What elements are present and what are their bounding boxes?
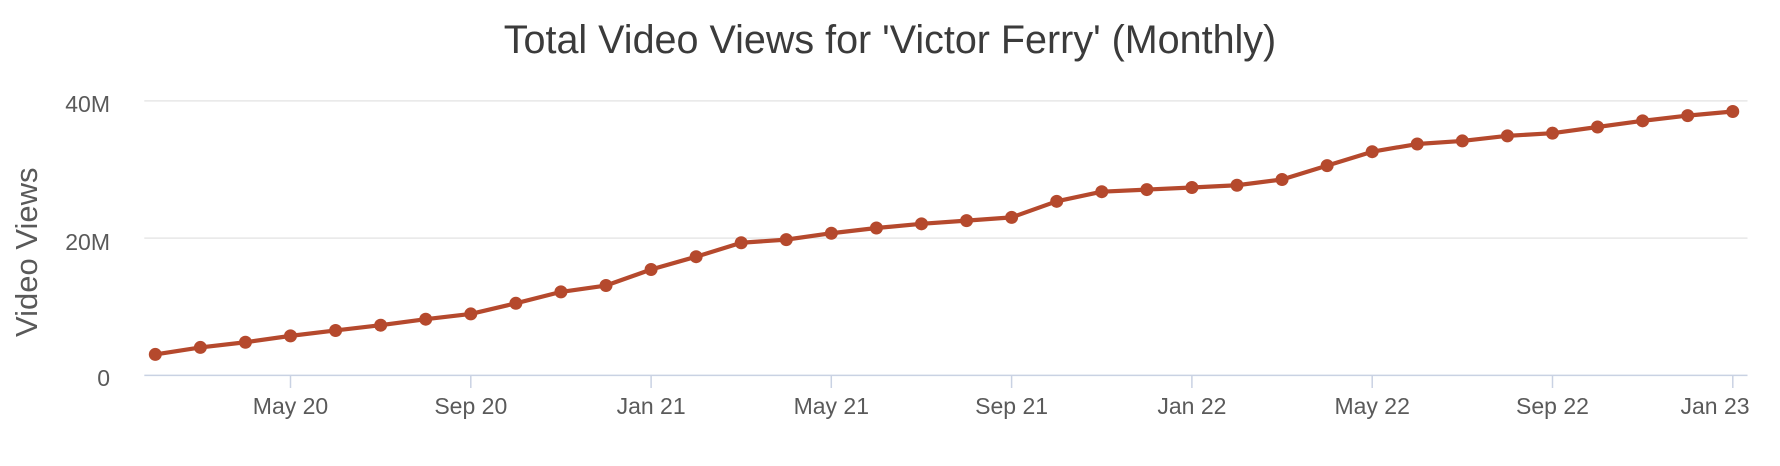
svg-text:Video Views: Video Views: [9, 168, 44, 337]
